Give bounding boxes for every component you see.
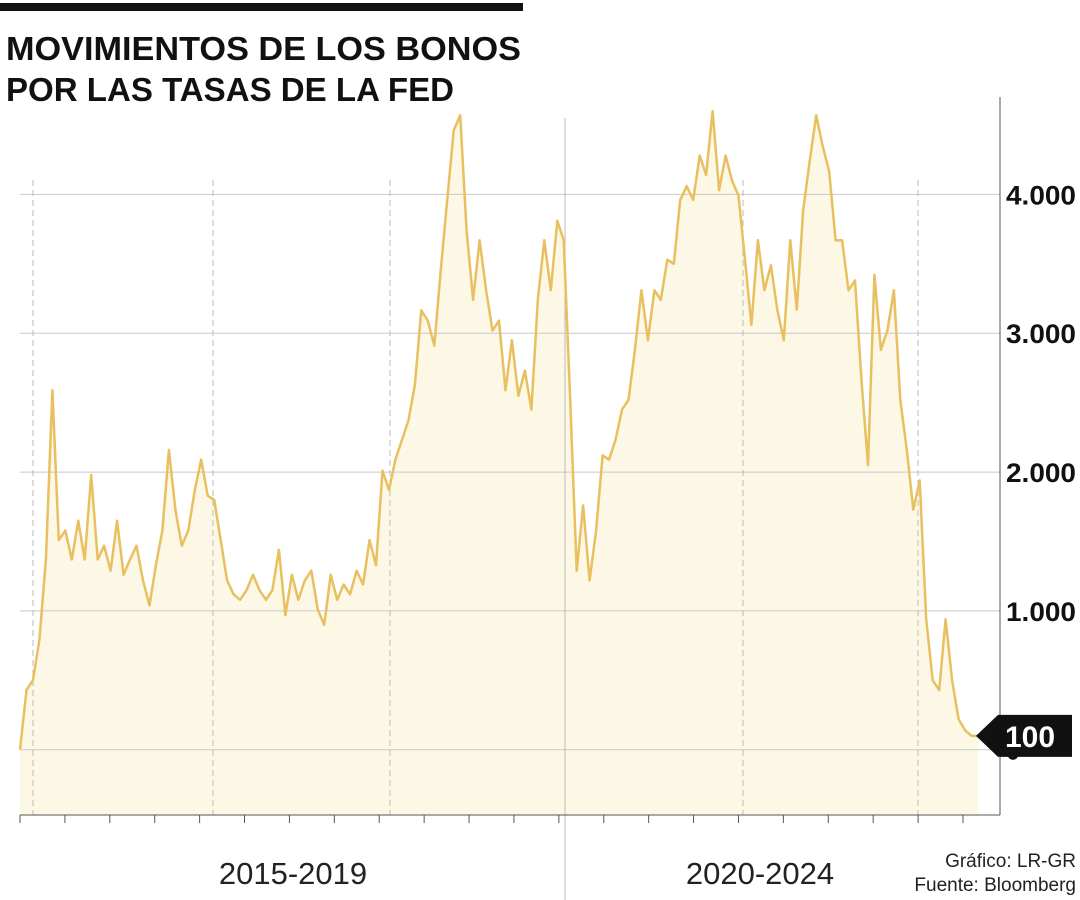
area bbox=[20, 111, 978, 816]
credit: Fuente: Bloomberg bbox=[914, 875, 1076, 896]
title-bar bbox=[0, 3, 523, 11]
y-tick-label: 4.000 bbox=[1006, 180, 1076, 210]
y-tick-label: 3.000 bbox=[1006, 319, 1076, 349]
period-label: 2020-2024 bbox=[686, 856, 834, 891]
line bbox=[18, 109, 978, 750]
callout-label: 100 bbox=[1005, 721, 1055, 754]
chart-title: MOVIMIENTOS DE LOS BONOS bbox=[6, 30, 521, 67]
y-tick-label: 1.000 bbox=[1006, 597, 1076, 627]
credit: Gráfico: LR-GR bbox=[945, 851, 1076, 872]
callout bbox=[976, 714, 1072, 757]
chart-title: POR LAS TASAS DE LA FED bbox=[6, 71, 454, 108]
period-label: 2015-2019 bbox=[219, 856, 367, 891]
y-tick-label: 2.000 bbox=[1006, 458, 1076, 488]
